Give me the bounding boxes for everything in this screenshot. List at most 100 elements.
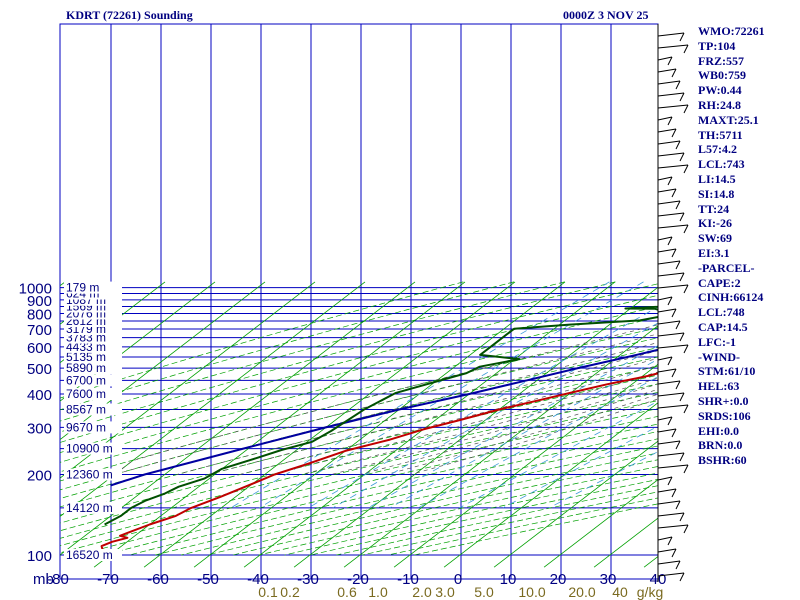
wind-barb-flag — [667, 296, 673, 306]
height-label-background — [64, 468, 122, 481]
stability-index-item: WB0:759 — [698, 68, 746, 83]
wind-barb-flag — [667, 476, 673, 486]
moist-adiabat-line — [239, 364, 658, 475]
stability-index-item: TP:104 — [698, 38, 736, 53]
wind-barb — [657, 92, 685, 97]
height-label-background — [64, 421, 122, 434]
wind-barb-flag — [679, 452, 685, 462]
wind-barb-flag — [679, 32, 685, 42]
height-label: 10900 m — [66, 442, 113, 456]
height-label-background — [64, 549, 122, 561]
height-label-background — [64, 362, 122, 375]
wind-barb-flag — [675, 380, 681, 390]
wind-barb — [657, 548, 677, 553]
stability-index-item: SHR+:0.0 — [698, 393, 749, 408]
pressure-tick-label: 200 — [27, 468, 52, 485]
wind-barb — [657, 80, 681, 85]
isotherm-line — [243, 281, 616, 568]
wind-barb-flag — [683, 44, 689, 54]
wind-barb-flag — [675, 260, 681, 270]
wind-barb — [657, 248, 677, 253]
mixing-ratio-line — [389, 358, 658, 509]
wind-barb-flag — [679, 92, 685, 102]
wind-barb-flag — [683, 344, 689, 354]
mixing-ratio-label: 3.0 — [435, 584, 455, 600]
wind-barb-flag — [671, 68, 677, 78]
isotherm-line — [60, 281, 216, 402]
wind-barb-flag — [671, 128, 677, 138]
temperature-tick-label: -60 — [147, 571, 169, 588]
wind-barb — [657, 392, 685, 397]
isotherm-line — [193, 281, 566, 568]
wind-barb — [657, 284, 689, 289]
mixing-ratio-line — [259, 281, 644, 509]
temperature-tick-label: -40 — [247, 571, 269, 588]
stability-index-item: CAPE:2 — [698, 275, 741, 290]
wind-barb-flag — [667, 116, 673, 126]
stability-index-item: TT:24 — [698, 201, 730, 216]
mixing-ratio-label: 0.2 — [280, 584, 300, 600]
wind-barb-flag — [675, 440, 681, 450]
wind-barb — [657, 200, 681, 205]
dry-adiabat-line — [60, 391, 658, 539]
mixing-ratio-line — [367, 345, 658, 509]
height-label-background — [64, 374, 122, 387]
temperature-trace-line — [89, 372, 658, 556]
wind-barb-flag — [667, 356, 673, 366]
wind-barb — [657, 368, 677, 373]
stability-index-item: LCL:748 — [698, 305, 745, 320]
mixing-ratio-label: 5.0 — [474, 584, 494, 600]
pressure-temperature-grid — [59, 23, 659, 580]
dry-adiabat-line — [60, 281, 515, 411]
wind-barb-flag — [683, 104, 689, 114]
wind-barb — [657, 344, 689, 349]
stability-index-item: KI:-26 — [698, 216, 732, 231]
stability-index-item: HEL:63 — [698, 379, 740, 394]
isotherm-line — [60, 281, 316, 479]
wind-barb — [657, 440, 681, 445]
height-label-background — [64, 351, 122, 364]
wind-barb-flag — [679, 392, 685, 402]
mixing-ratio-label: 0.6 — [337, 584, 357, 600]
wind-barb — [657, 500, 681, 505]
height-label-background — [64, 442, 122, 455]
wind-barb — [657, 524, 689, 529]
isotherm-line — [543, 479, 658, 568]
pressure-tick-label: 700 — [27, 322, 52, 339]
height-label-background — [64, 281, 122, 294]
height-label: 8567 m — [66, 403, 106, 417]
moist-adiabat-line — [176, 350, 658, 475]
wind-barb — [657, 32, 685, 37]
mixing-ratio-label: 40 — [612, 584, 628, 600]
height-label: 5890 m — [66, 361, 106, 375]
wind-barb — [657, 380, 681, 385]
wind-barb — [657, 164, 689, 169]
stability-index-item: LFC:-1 — [698, 334, 736, 349]
moist-adiabat-line — [410, 398, 658, 475]
isotherm-line — [343, 325, 658, 568]
stability-index-item: SW:69 — [698, 231, 733, 246]
wind-barb — [657, 416, 673, 421]
pressure-tick-label: 500 — [27, 361, 52, 378]
moist-adiabat-line — [386, 393, 658, 475]
mixing-ratio-label: 10.0 — [518, 584, 545, 600]
wind-barb — [657, 404, 689, 409]
sounding-profiles — [89, 305, 658, 556]
wind-barb-flag — [675, 80, 681, 90]
wind-barb-flag — [683, 464, 689, 474]
wind-barb — [657, 56, 673, 61]
height-label: 7600 m — [66, 387, 106, 401]
pressure-tick-label: 900 — [27, 293, 52, 310]
wind-barb — [657, 188, 677, 193]
wind-barb — [657, 140, 681, 145]
wind-barb — [657, 128, 677, 133]
pressure-tick-label: 1000 — [19, 281, 52, 298]
moist-adiabat-line — [359, 388, 658, 475]
temperature-tick-label: -20 — [347, 571, 369, 588]
height-label: 5135 m — [66, 350, 106, 364]
temperature-tick-label: -30 — [297, 571, 319, 588]
stability-index-item: -WIND- — [698, 349, 740, 364]
dry-adiabat-line — [60, 356, 658, 508]
wind-barb — [657, 560, 681, 565]
pressure-tick-label: 100 — [27, 548, 52, 565]
